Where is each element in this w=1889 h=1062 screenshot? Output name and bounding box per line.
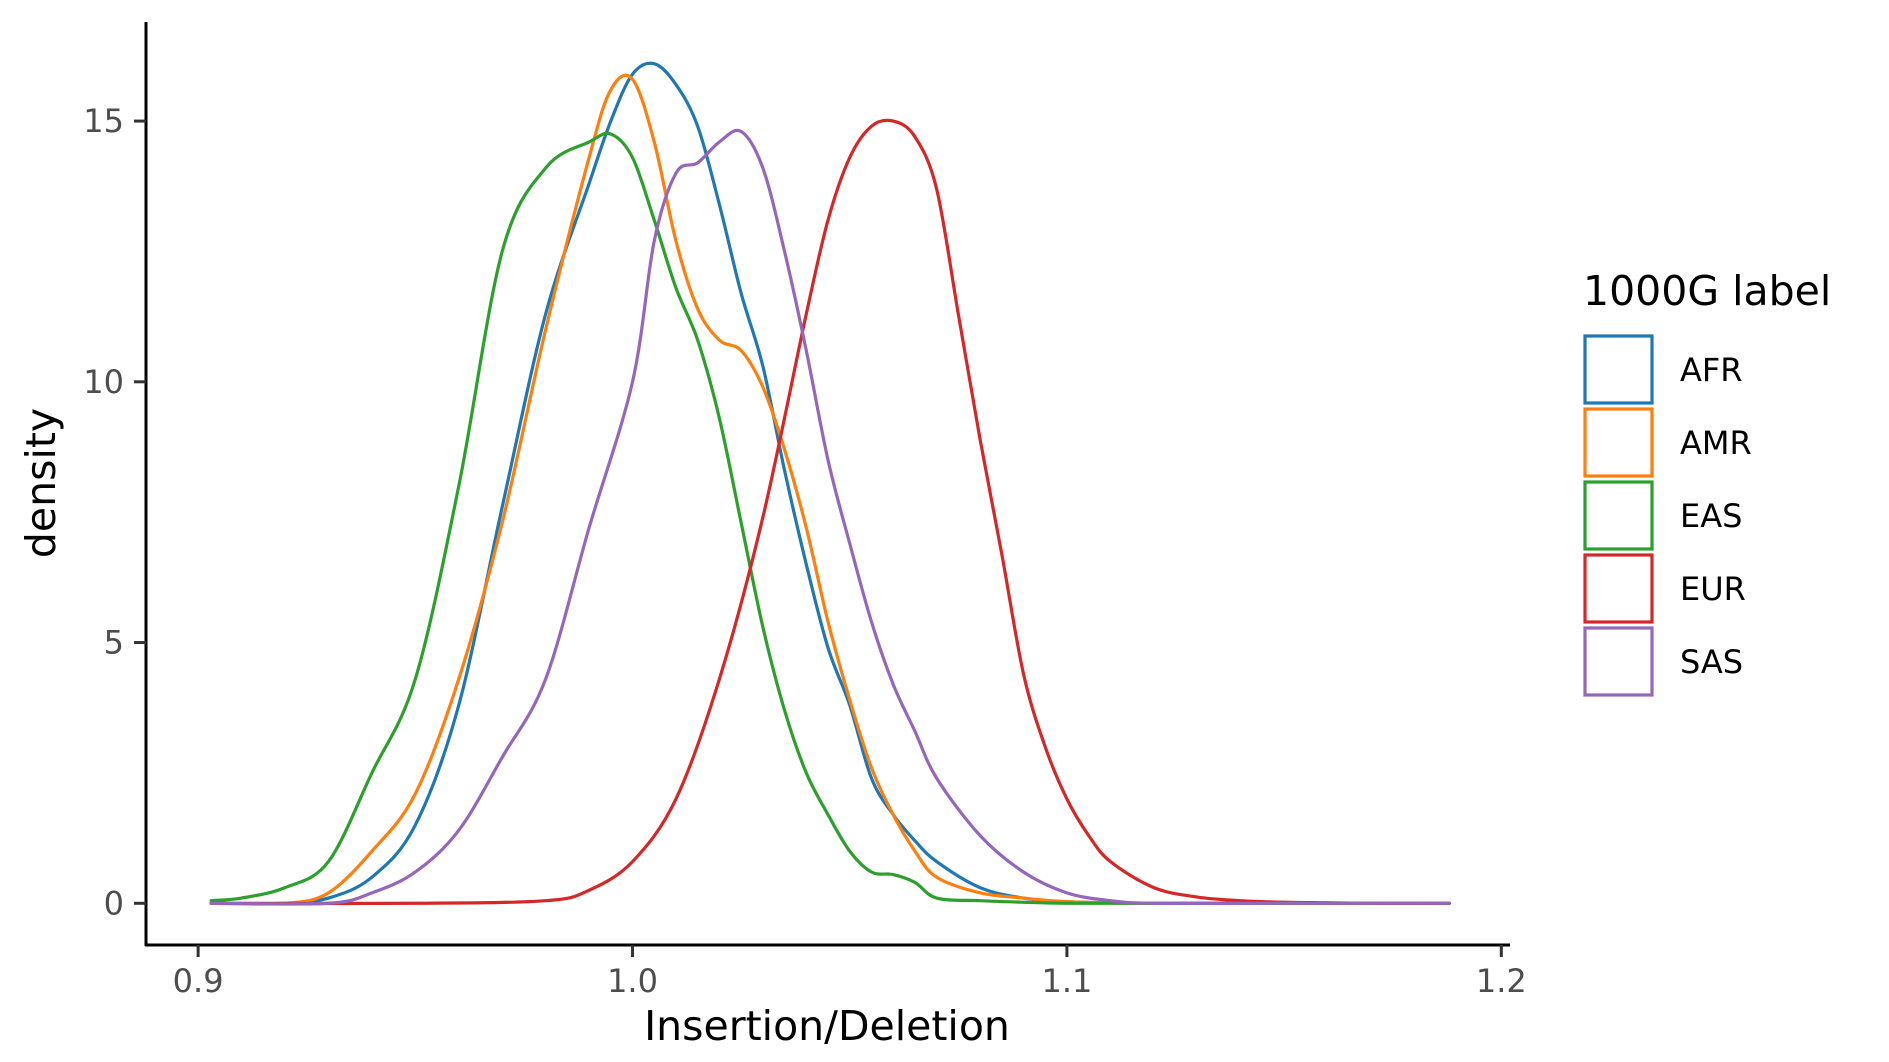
series-line-eur [209, 118, 1451, 906]
y-axis: 0 5 10 15 density [17, 22, 148, 946]
legend-title: 1000G label [1583, 267, 1831, 315]
series-line-afr [209, 61, 1451, 906]
legend-label-eas: EAS [1680, 497, 1742, 535]
series-line-sas [209, 128, 1451, 906]
legend-label-afr: AFR [1680, 351, 1743, 389]
x-tick-label: 1.2 [1476, 962, 1527, 1000]
y-tick-label: 5 [104, 624, 124, 662]
series-line-amr [209, 73, 1451, 906]
x-axis: 0.9 1.0 1.1 1.2 Insertion/Deletion [145, 943, 1527, 1050]
y-tick-label: 10 [83, 363, 124, 401]
series-line-eas [209, 131, 1451, 905]
x-tick-label: 1.1 [1041, 962, 1092, 1000]
x-tick-label: 0.9 [173, 962, 224, 1000]
legend-label-sas: SAS [1680, 643, 1743, 681]
legend-key-sas [1583, 626, 1654, 697]
legend-key-eur [1583, 553, 1654, 624]
legend: 1000G label AFR AMR EAS EUR SAS [1583, 267, 1831, 697]
legend-key-afr [1583, 334, 1654, 405]
x-axis-title: Insertion/Deletion [644, 1002, 1010, 1050]
legend-key-amr [1583, 407, 1654, 478]
plot-lines [209, 61, 1451, 906]
y-axis-title: density [17, 408, 65, 558]
x-tick-label: 1.0 [607, 962, 658, 1000]
legend-key-eas [1583, 480, 1654, 551]
legend-label-eur: EUR [1680, 570, 1746, 608]
legend-label-amr: AMR [1680, 424, 1752, 462]
y-tick-label: 0 [104, 884, 124, 922]
y-tick-label: 15 [83, 102, 124, 140]
